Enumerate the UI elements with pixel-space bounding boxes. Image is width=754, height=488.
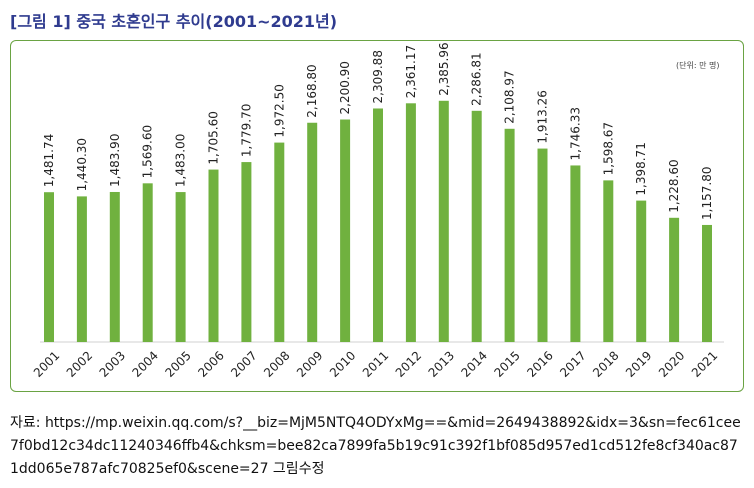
bar-2006 <box>208 169 219 342</box>
bar-2021 <box>702 224 712 342</box>
x-tick-2021: 2021 <box>689 348 720 379</box>
value-label-2016: 1,913.26 <box>536 90 550 143</box>
bar-2015 <box>504 128 515 342</box>
bar-2014 <box>471 110 482 343</box>
value-label-2005: 1,483.00 <box>174 134 188 187</box>
x-tick-2020: 2020 <box>656 348 687 379</box>
x-tick-2008: 2008 <box>261 348 292 379</box>
x-tick-2012: 2012 <box>393 348 424 379</box>
x-tick-2015: 2015 <box>491 348 522 379</box>
value-label-2006: 1,705.60 <box>207 111 221 164</box>
bar-2008 <box>274 142 285 342</box>
bar-2019 <box>636 200 647 342</box>
bar-2005 <box>175 192 186 342</box>
source-label: 자료: <box>10 415 41 431</box>
bar-2020 <box>669 217 680 342</box>
value-label-2001: 1,481.74 <box>42 134 56 187</box>
x-tick-2002: 2002 <box>64 348 95 379</box>
figure-number: [그림 1] <box>10 12 71 31</box>
value-label-2020: 1,228.60 <box>667 159 681 212</box>
value-label-2007: 1,779.70 <box>239 104 253 157</box>
bar-2017 <box>570 165 581 342</box>
bar-2016 <box>537 148 548 342</box>
x-tick-2007: 2007 <box>228 348 259 379</box>
value-label-2017: 1,746.33 <box>568 107 582 160</box>
bar-2009 <box>307 122 318 343</box>
value-label-2008: 1,972.50 <box>272 84 286 137</box>
bar-2007 <box>241 162 252 342</box>
value-label-2012: 2,361.17 <box>404 45 418 98</box>
x-tick-2004: 2004 <box>130 348 161 379</box>
value-label-2013: 2,385.96 <box>437 42 451 95</box>
bar-2013 <box>438 100 449 343</box>
x-tick-2001: 2001 <box>31 348 62 379</box>
source-note: 자료: https://mp.weixin.qq.com/s?__biz=MjM… <box>10 412 746 481</box>
value-label-2014: 2,286.81 <box>470 52 484 105</box>
bar-2003 <box>109 191 120 342</box>
bar-2018 <box>603 180 614 342</box>
x-tick-2017: 2017 <box>557 348 588 379</box>
x-tick-2006: 2006 <box>195 348 226 379</box>
value-label-2003: 1,483.90 <box>108 134 122 187</box>
x-tick-2019: 2019 <box>623 348 654 379</box>
value-label-2011: 2,309.88 <box>371 50 385 103</box>
value-label-2004: 1,569.60 <box>141 125 155 178</box>
x-tick-2018: 2018 <box>590 348 621 379</box>
value-label-2021: 1,157.80 <box>700 167 714 220</box>
bar-2011 <box>373 108 383 342</box>
x-tick-2003: 2003 <box>97 348 128 379</box>
x-tick-2010: 2010 <box>327 348 358 379</box>
x-tick-2011: 2011 <box>360 348 391 379</box>
bar-2001 <box>44 192 54 342</box>
x-tick-2009: 2009 <box>294 348 325 379</box>
value-label-2019: 1,398.71 <box>634 142 648 195</box>
bar-2002 <box>76 196 87 342</box>
value-label-2002: 1,440.30 <box>75 138 89 191</box>
value-label-2015: 2,108.97 <box>503 70 517 123</box>
x-tick-2014: 2014 <box>459 348 490 379</box>
bar-2010 <box>340 119 351 343</box>
chart-title: [그림 1] 중국 초혼인구 추이(2001~2021년) <box>10 8 337 32</box>
value-label-2010: 2,200.90 <box>338 61 352 114</box>
bar-2012 <box>405 103 416 342</box>
source-url: https://mp.weixin.qq.com/s?__biz=MjM5NTQ… <box>10 415 741 477</box>
title-text: 중국 초혼인구 추이(2001~2021년) <box>76 12 338 31</box>
bar-2004 <box>142 183 153 342</box>
chart-frame <box>10 40 744 392</box>
value-label-2009: 2,168.80 <box>305 64 319 117</box>
unit-label: (단위: 만 명) <box>676 61 720 70</box>
x-tick-2005: 2005 <box>162 348 193 379</box>
value-label-2018: 1,598.67 <box>601 122 615 175</box>
x-tick-2013: 2013 <box>426 348 457 379</box>
x-tick-2016: 2016 <box>524 348 555 379</box>
